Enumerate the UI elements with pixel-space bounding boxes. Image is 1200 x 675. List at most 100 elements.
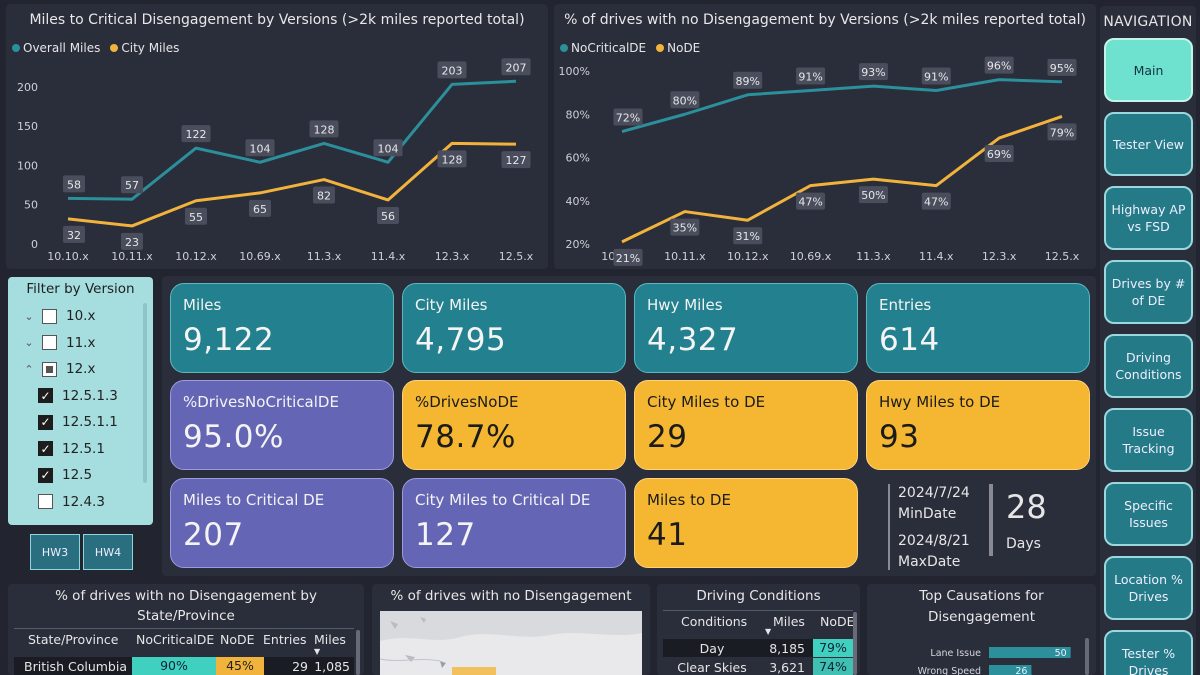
kpi-value: 127	[415, 517, 476, 553]
kpi-value: 4,795	[415, 322, 507, 358]
filter-scrollbar[interactable]	[143, 303, 147, 483]
legend-overall[interactable]: Overall Miles	[12, 41, 100, 55]
conditions-scrollbar[interactable]	[853, 612, 857, 675]
y-tick-label: 200	[17, 81, 38, 94]
checkbox[interactable]	[42, 308, 57, 324]
map-title: % of drives with no Disengagement	[390, 588, 632, 604]
cause-value: 26	[1015, 666, 1027, 675]
data-label: 47%	[924, 196, 948, 209]
kpi-value: 9,122	[183, 322, 275, 358]
checkbox[interactable]	[42, 361, 57, 377]
checkbox[interactable]: ✓	[38, 467, 53, 483]
kpi-value: 41	[647, 517, 688, 553]
col-nocritical[interactable]: NoCriticalDE	[136, 632, 215, 647]
nav-main-button[interactable]: Main	[1104, 38, 1193, 102]
nav-tester-drives-button[interactable]: Tester % Drives	[1104, 630, 1193, 675]
col-miles[interactable]: Miles	[314, 632, 346, 647]
kpi-value: 78.7%	[415, 419, 516, 455]
drive-map[interactable]	[380, 611, 642, 675]
legend-node[interactable]: NoDE	[656, 41, 700, 55]
causes-panel: Top Causations for Disengagement Lane Is…	[867, 584, 1096, 675]
kpi-card-drivesnode[interactable]: %DrivesNoDE 78.7%	[402, 380, 626, 470]
data-label-bg	[984, 56, 1014, 74]
x-tick-label: 11.3.x	[856, 250, 891, 263]
filter-item-11-x[interactable]: ⌄ 11.x	[22, 335, 95, 351]
y-tick-label: 60%	[566, 152, 590, 165]
nav-driving-conditions-button[interactable]: Driving Conditions	[1104, 334, 1193, 398]
filter-item-12-5[interactable]: ✓ 12.5	[38, 467, 92, 483]
data-label-bg	[613, 248, 643, 266]
navigation-title: NAVIGATION	[1103, 14, 1193, 30]
checkbox[interactable]: ✓	[38, 414, 53, 430]
kpi-card-miles[interactable]: Miles 9,122	[170, 283, 394, 373]
table-row[interactable]: Day 8,185 79%	[663, 639, 853, 657]
data-label: 104	[378, 142, 399, 155]
nav-location-drives-button[interactable]: Location % Drives	[1104, 556, 1193, 620]
conditions-title: Driving Conditions	[696, 588, 821, 604]
cause-bar	[989, 647, 1071, 658]
filter-item-12-5-1[interactable]: ✓ 12.5.1	[38, 441, 105, 457]
legend-city[interactable]: City Miles	[110, 41, 179, 55]
chevron-down-icon[interactable]: ⌄	[24, 336, 34, 349]
data-label: 55	[189, 211, 203, 224]
kpi-label: Miles to DE	[647, 491, 731, 509]
checkbox[interactable]	[42, 335, 57, 350]
x-tick-label: 10.69.x	[790, 250, 832, 263]
col-cond-node[interactable]: NoDE	[820, 614, 855, 629]
kpi-card-hwy-miles-to-de[interactable]: Hwy Miles to DE 93	[866, 380, 1090, 470]
data-label: 23	[125, 236, 139, 249]
chevron-up-icon[interactable]: ⌃	[24, 362, 34, 376]
checkbox[interactable]: ✓	[38, 388, 53, 403]
data-label-bg	[858, 186, 888, 204]
nav-specific-issues-button[interactable]: Specific Issues	[1104, 482, 1193, 546]
kpi-card-entries[interactable]: Entries 614	[866, 283, 1090, 373]
filter-item-label: 12.5.1.1	[62, 414, 118, 430]
y-tick-label: 100%	[559, 65, 590, 78]
nav-tester-view-button[interactable]: Tester View	[1104, 112, 1193, 176]
nav-drives-by-de-button[interactable]: Drives by # of DE	[1104, 260, 1193, 324]
kpi-card-city-miles-to-critical-de[interactable]: City Miles to Critical DE 127	[402, 478, 626, 568]
data-label-bg	[1047, 123, 1077, 141]
kpi-card-city-miles-to-de[interactable]: City Miles to DE 29	[634, 380, 858, 470]
x-tick-label: 12.5.x	[1045, 250, 1080, 263]
filter-item-12-5-1-3[interactable]: ✓ 12.5.1.3	[38, 388, 118, 404]
hw4-button[interactable]: HW4	[83, 534, 133, 570]
data-label: 80%	[673, 94, 697, 107]
nav-issue-tracking-button[interactable]: Issue Tracking	[1104, 408, 1193, 472]
legend-nocritical[interactable]: NoCriticalDE	[560, 41, 646, 55]
causes-scrollbar[interactable]	[1085, 638, 1089, 675]
state-table-scrollbar[interactable]	[356, 630, 360, 675]
kpi-card-miles-to-critical-de[interactable]: Miles to Critical DE 207	[170, 478, 394, 568]
data-label-bg	[858, 63, 888, 81]
kpi-card-hwy-miles[interactable]: Hwy Miles 4,327	[634, 283, 858, 373]
data-label-bg	[796, 192, 826, 210]
data-label: 82	[317, 190, 331, 203]
col-node[interactable]: NoDE	[220, 632, 255, 647]
kpi-card-miles-to-de[interactable]: Miles to DE 41	[634, 478, 858, 568]
data-label: 50%	[861, 189, 885, 202]
filter-item-12-x[interactable]: ⌃ 12.x	[22, 361, 95, 377]
col-conditions[interactable]: Conditions	[681, 614, 748, 629]
nav-highway-ap-button[interactable]: Highway AP vs FSD	[1104, 186, 1193, 250]
nodrive-chart-legend: NoCriticalDE NoDE	[560, 41, 700, 55]
filter-item-12-4-3[interactable]: 12.4.3	[38, 494, 105, 510]
nodrive-chart-title: % of drives with no Disengagement by Ver…	[564, 12, 1086, 28]
x-tick-label: 12.3.x	[982, 250, 1017, 263]
x-tick-label: 10.11.x	[664, 250, 706, 263]
checkbox[interactable]: ✓	[38, 441, 53, 456]
col-entries[interactable]: Entries	[263, 632, 307, 647]
checkbox[interactable]	[38, 494, 53, 509]
filter-item-12-5-1-1[interactable]: ✓ 12.5.1.1	[38, 414, 118, 430]
data-label-bg	[984, 145, 1014, 163]
table-row[interactable]: Clear Skies 3,621 74%	[663, 658, 853, 675]
filter-item-10-x[interactable]: ⌄ 10.x	[22, 308, 95, 324]
kpi-card-drivesnocriticalde[interactable]: %DrivesNoCriticalDE 95.0%	[170, 380, 394, 470]
table-row[interactable]: British Columbia 90% 45% 29 1,085	[14, 657, 354, 675]
x-tick-label: 11.3.x	[307, 250, 342, 263]
kpi-card-city-miles[interactable]: City Miles 4,795	[402, 283, 626, 373]
col-cond-miles[interactable]: Miles	[773, 614, 805, 629]
col-state[interactable]: State/Province	[28, 632, 119, 647]
hw3-button[interactable]: HW3	[30, 534, 80, 570]
chevron-down-icon[interactable]: ⌄	[24, 309, 34, 323]
data-label: 127	[506, 154, 527, 167]
